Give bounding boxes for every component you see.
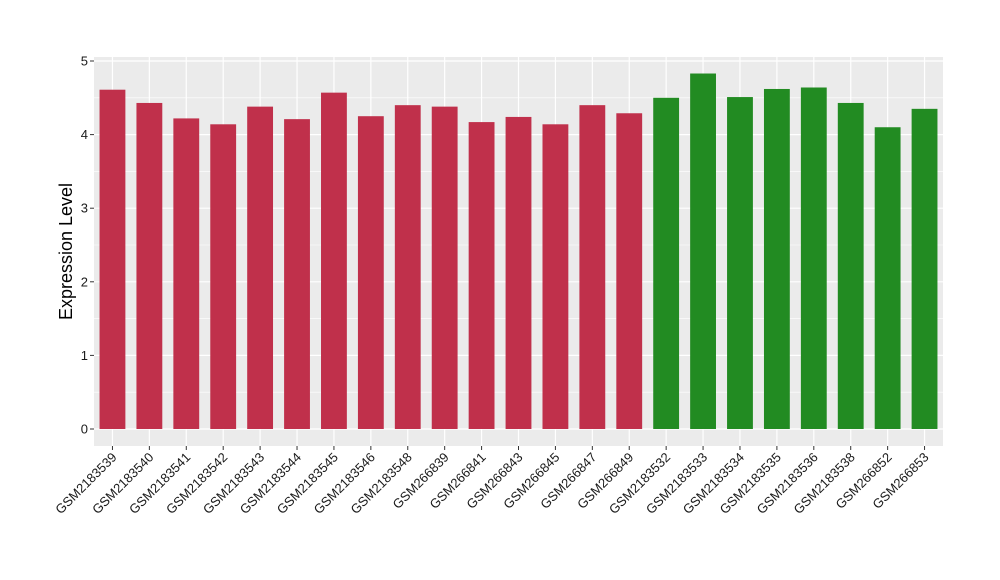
bar-GSM2183540 xyxy=(136,102,163,430)
bar-GSM2183533 xyxy=(690,73,716,430)
bar-GSM266849 xyxy=(616,113,643,430)
y-axis-title: Expression Level xyxy=(56,183,76,320)
bar-GSM266843 xyxy=(505,116,532,429)
bar-GSM2183538 xyxy=(837,102,864,430)
bar-GSM2183532 xyxy=(653,97,680,430)
y-tick-label: 5 xyxy=(81,54,88,69)
x-axis: GSM2183539GSM2183540GSM2183541GSM2183542… xyxy=(52,446,932,517)
y-tick-label: 2 xyxy=(81,274,88,289)
bar-GSM266839 xyxy=(431,106,458,429)
bar-GSM2183545 xyxy=(321,92,347,429)
bar-GSM266841 xyxy=(468,122,495,429)
bar-GSM2183542 xyxy=(210,124,237,430)
y-axis: 0 1 2 3 4 5 xyxy=(81,54,94,437)
bars xyxy=(99,73,938,430)
y-tick-label: 4 xyxy=(81,127,88,142)
bar-GSM266847 xyxy=(579,105,606,429)
bar-GSM2183548 xyxy=(394,105,421,429)
y-tick-label: 3 xyxy=(81,201,88,216)
bar-GSM2183541 xyxy=(173,118,200,430)
bar-GSM2183534 xyxy=(727,97,753,430)
bar-GSM2183543 xyxy=(247,106,274,429)
bar-GSM266853 xyxy=(911,108,938,429)
y-tick-label: 0 xyxy=(81,422,88,437)
bar-GSM2183535 xyxy=(763,88,790,429)
y-tick-label: 1 xyxy=(81,348,88,363)
bar-GSM2183544 xyxy=(284,119,310,430)
bar-GSM2183536 xyxy=(800,87,827,429)
bar-GSM266845 xyxy=(542,124,569,430)
bar-GSM2183546 xyxy=(357,116,384,429)
bar-GSM2183539 xyxy=(99,89,126,429)
bar-GSM266852 xyxy=(874,127,901,430)
